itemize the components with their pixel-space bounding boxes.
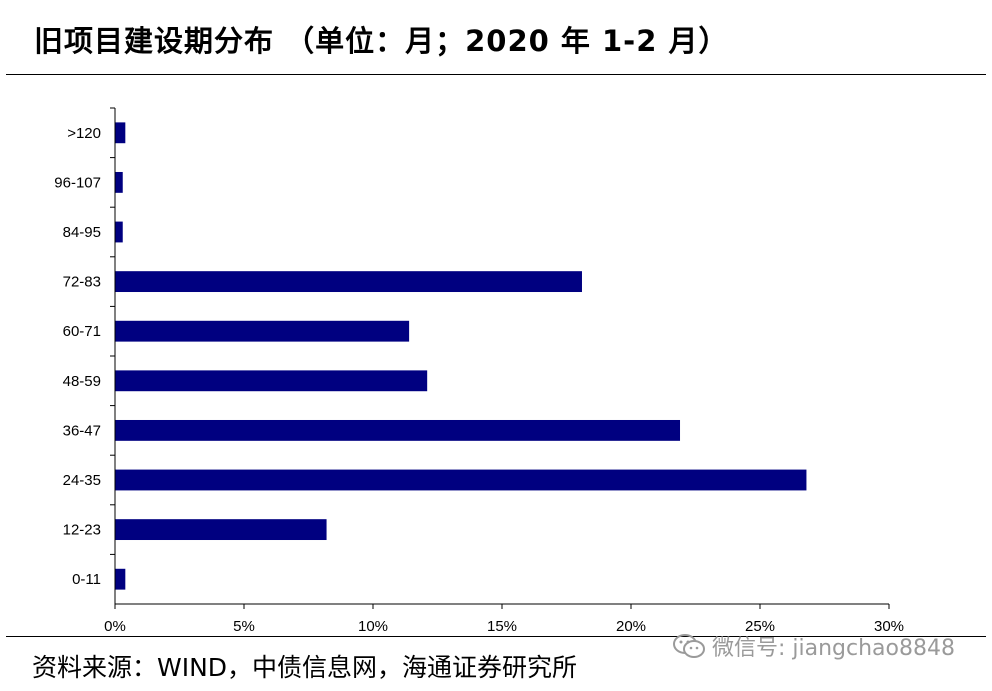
x-tick-label: 25% <box>745 618 775 635</box>
category-label: >120 <box>67 125 101 142</box>
category-labels: >120 96-107 84-95 72-83 60-71 48-59 36-47 24-35… <box>54 125 101 588</box>
x-tick-label: 15% <box>487 618 517 635</box>
top-divider <box>6 74 986 75</box>
x-tick-label: 10% <box>358 618 388 635</box>
x-tick-label: 0% <box>104 618 126 635</box>
bar->120 <box>115 122 126 144</box>
category-label: 12-23 <box>63 522 101 539</box>
page-title: 旧项目建设期分布 （单位：月；2020 年 1-2 月） <box>34 24 729 58</box>
watermark: 微信号: jiangchao8848 <box>672 630 955 662</box>
bar-36-47 <box>115 419 681 441</box>
bar-12-23 <box>115 519 327 541</box>
wechat-icon <box>673 634 705 658</box>
category-label: 84-95 <box>63 224 101 241</box>
x-tick-label: 20% <box>616 618 646 635</box>
bar-0-11 <box>115 568 126 590</box>
bar-48-59 <box>115 370 428 392</box>
bottom-divider <box>6 636 986 637</box>
bar-24-35 <box>115 469 807 491</box>
category-label: 48-59 <box>63 373 101 390</box>
category-label: 24-35 <box>63 472 101 489</box>
x-tick-label: 30% <box>874 618 904 635</box>
bar-60-71 <box>115 320 410 342</box>
watermark-text: 微信号: jiangchao8848 <box>712 636 955 661</box>
bar-96-107 <box>115 171 123 193</box>
bar-chart: >120 96-107 84-95 72-83 60-71 48-59 36-47 24-35… <box>54 107 904 635</box>
bars-group <box>115 122 807 590</box>
category-label: 0-11 <box>72 571 101 588</box>
bar-72-83 <box>115 271 582 293</box>
source-note: 资料来源：WIND，中债信息网，海通证券研究所 <box>32 653 578 682</box>
category-label: 36-47 <box>63 422 101 439</box>
category-label: 96-107 <box>54 174 101 191</box>
x-axis-ticks: 0% 5% 10% 15% 20% 25% 30% <box>104 107 904 635</box>
category-label: 72-83 <box>63 274 101 291</box>
category-label: 60-71 <box>63 323 101 340</box>
x-tick-label: 5% <box>233 618 255 635</box>
bar-84-95 <box>115 221 123 243</box>
